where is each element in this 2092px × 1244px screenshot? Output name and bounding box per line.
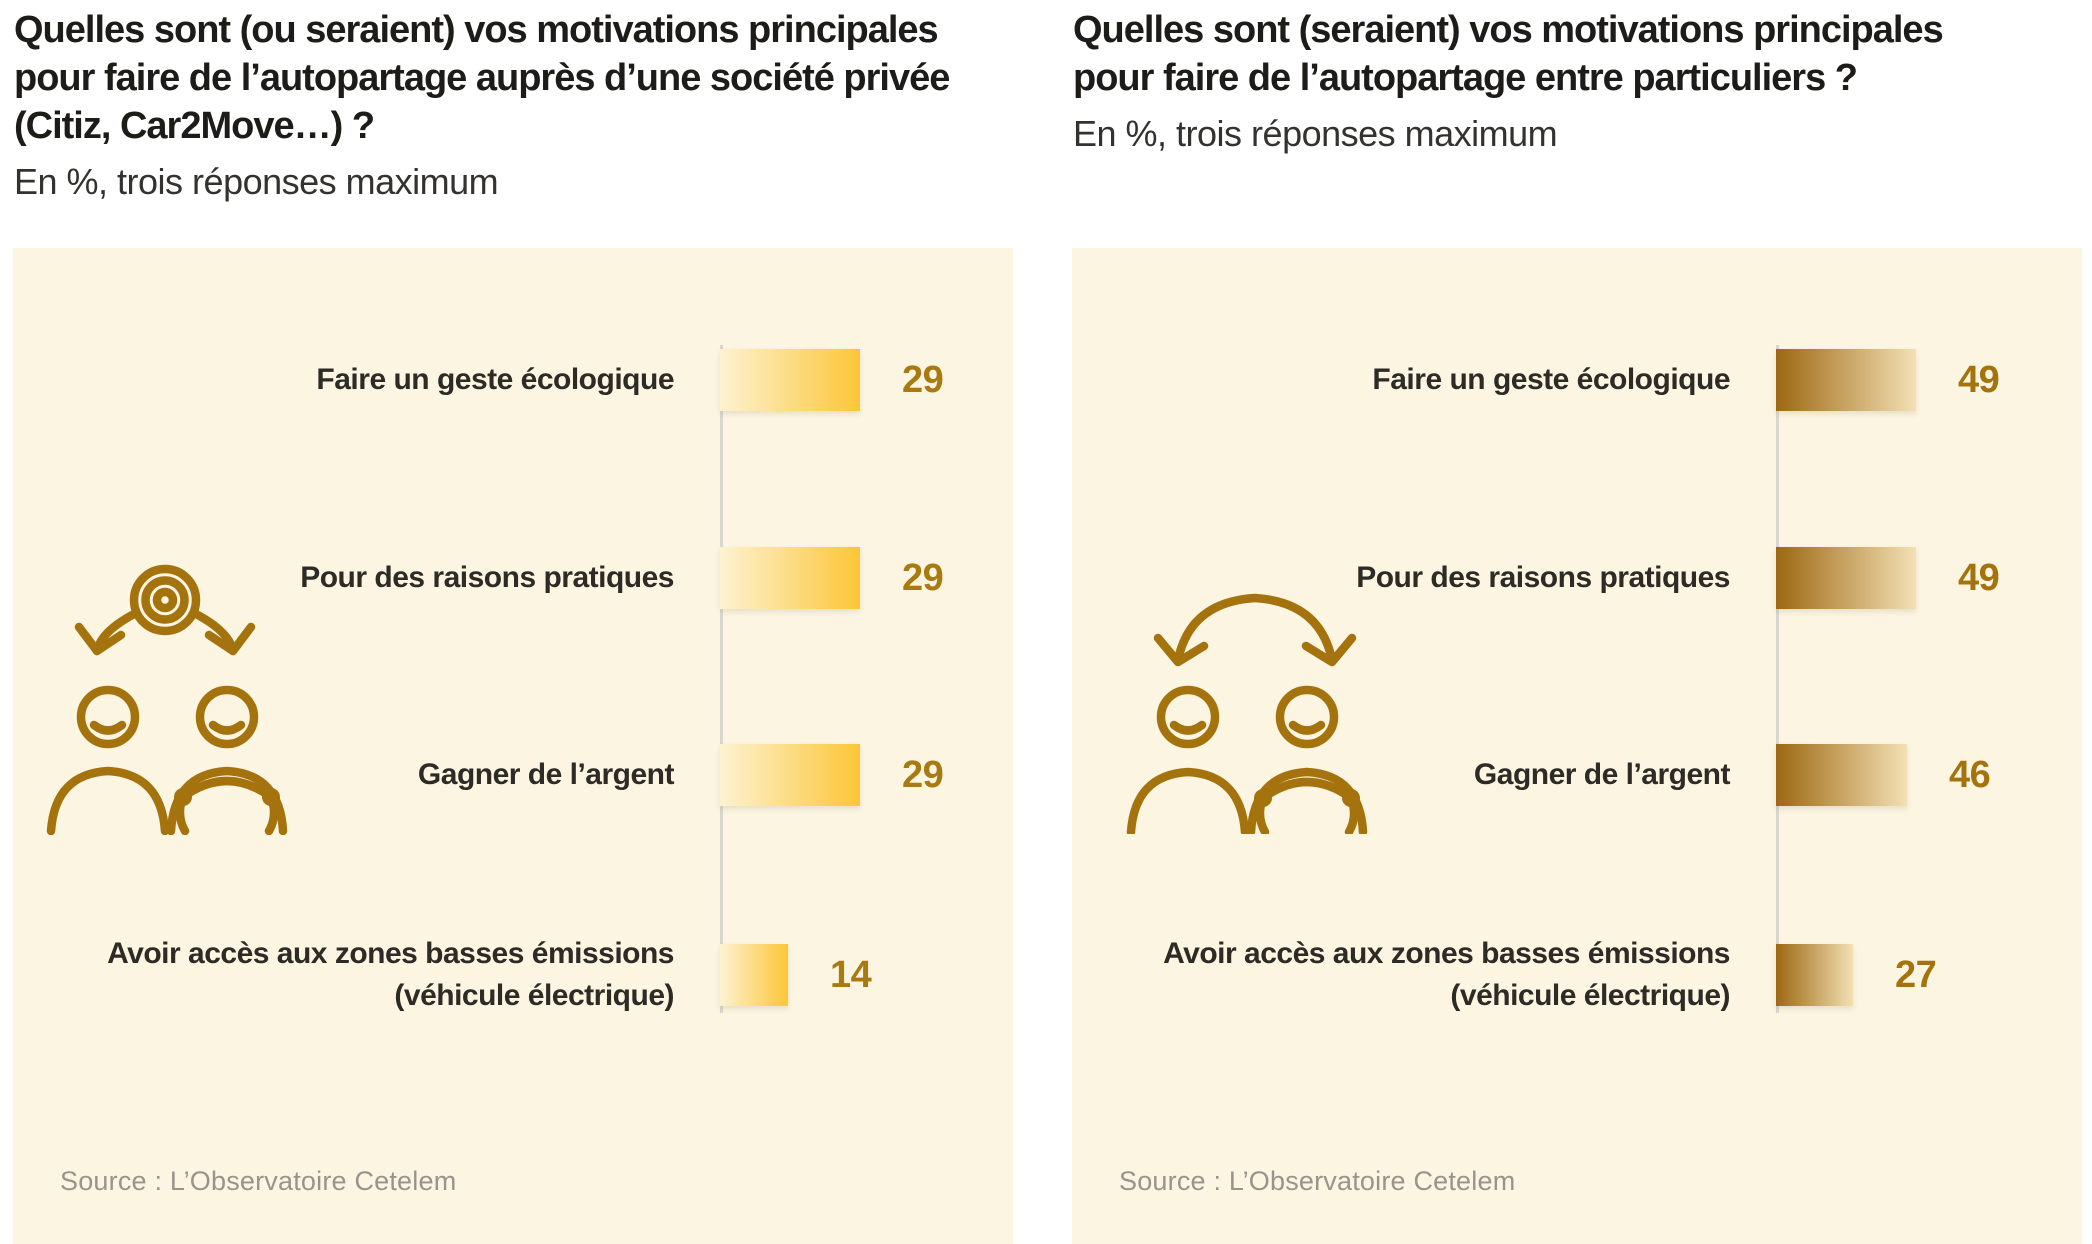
target-middle-ring [141,576,189,624]
driver-right-hand [1342,789,1360,807]
row-faire-un-geste-ecologique: Faire un geste écologique 49 [1072,349,2082,411]
driver-smile [1288,720,1326,735]
bar-value: 29 [902,556,944,599]
bar-value: 29 [902,753,944,796]
bar-value: 49 [1958,358,2000,401]
left-chart-axis-line [720,345,723,1013]
arrow-left-head [74,622,126,656]
right-chart-panel: Faire un geste écologique 49 Pour des ra… [1072,248,2082,1244]
person-head [1156,685,1220,749]
right-chart-title: Quelles sont (seraient) vos motivations … [1073,6,2083,102]
bar-gagner-de-largent [1776,744,1907,806]
person-body [1126,767,1250,834]
person-smile [89,720,127,735]
driver-smile [208,720,246,735]
bar-zones-basses-emissions [1776,944,1853,1006]
driver-head [1275,685,1339,749]
arrow-right-head [204,622,256,656]
row-gagner-de-largent: Gagner de l’argent 46 [1072,744,2082,806]
bar-label: Pour des raisons pratiques [1356,561,1730,594]
row-pour-des-raisons-pratiques: Pour des raisons pratiques 29 [13,547,1013,609]
left-chart-source: Source : L’Observatoire Cetelem [60,1166,457,1196]
steering-wheel-top [1258,777,1356,803]
person-smile [1169,720,1207,735]
row-faire-un-geste-ecologique: Faire un geste écologique 29 [13,349,1013,411]
left-chart-header: Quelles sont (ou seraient) vos motivatio… [14,6,1024,204]
exchange-between-two-people-icon [1126,593,1368,834]
bar-value: 27 [1895,953,1937,996]
left-chart-title: Quelles sont (ou seraient) vos motivatio… [14,6,1024,150]
exchange-arrow-arc [1173,593,1337,665]
bar-faire-un-geste-ecologique [1776,349,1916,411]
steering-wheel-top [178,776,276,802]
left-chart-subtitle: En %, trois réponses maximum [14,161,499,202]
goal-shared-between-two-people-icon [46,564,288,835]
bar-label: Gagner de l’argent [1473,758,1731,791]
row-zones-basses-emissions: Avoir accès aux zones basses émissions (… [13,937,1013,1012]
driver-left-hand [174,788,192,806]
driver-head [195,685,259,749]
target-center-ring [152,587,178,613]
bar-value: 46 [1949,753,1991,796]
exchange-arrow-right-head [1301,633,1357,667]
row-pour-des-raisons-pratiques: Pour des raisons pratiques 49 [1072,547,2082,609]
exchange-arrow-left-head [1153,633,1209,667]
bar-label: Pour des raisons pratiques [300,561,674,594]
right-chart-header: Quelles sont (seraient) vos motivations … [1073,6,2083,156]
left-title-line-2: pour faire de l’autopartage auprès d’une… [14,57,950,99]
bar-label: Avoir accès aux zones basses émissions (… [1163,937,1730,1012]
person-body [46,766,170,835]
bar-label: Faire un geste écologique [316,363,674,396]
bar-label: Gagner de l’argent [417,758,675,791]
bar-label: Avoir accès aux zones basses émissions (… [107,937,674,1012]
bar-value: 49 [1958,556,2000,599]
driver-right-hand [262,788,280,806]
bar-faire-un-geste-ecologique [720,349,860,411]
left-title-line-1: Quelles sont (ou seraient) vos motivatio… [14,9,939,51]
right-title-line-1: Quelles sont (seraient) vos motivations … [1073,9,1944,51]
row-zones-basses-emissions: Avoir accès aux zones basses émissions (… [1072,937,2082,1012]
right-chart-axis-line [1776,345,1779,1013]
right-title-line-2: pour faire de l’autopartage entre partic… [1073,57,1858,99]
bar-gagner-de-largent [720,744,860,806]
person-head [76,685,140,749]
bar-label: Faire un geste écologique [1372,363,1730,396]
bar-value: 14 [830,953,872,996]
right-chart-source: Source : L’Observatoire Cetelem [1119,1166,1516,1196]
left-chart-panel: Faire un geste écologique 29 Pour des ra… [13,248,1013,1244]
row-gagner-de-largent: Gagner de l’argent 29 [13,744,1013,806]
bar-pour-des-raisons-pratiques [720,547,860,609]
driver-left-hand [1254,789,1272,807]
bar-pour-des-raisons-pratiques [1776,547,1916,609]
bar-value: 29 [902,358,944,401]
bar-zones-basses-emissions [720,944,788,1006]
left-title-line-3: (Citiz, Car2Move…) ? [14,105,375,147]
target-outer-ring [129,564,201,636]
right-chart-subtitle: En %, trois réponses maximum [1073,113,1558,154]
